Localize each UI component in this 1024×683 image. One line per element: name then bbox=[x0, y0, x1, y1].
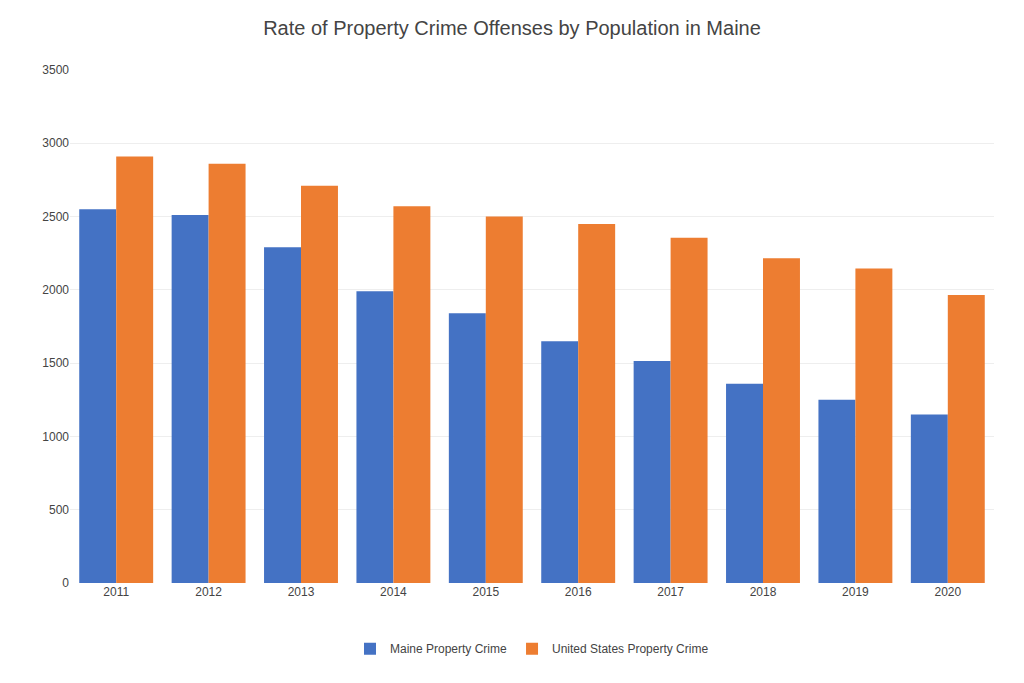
svg-text:2016: 2016 bbox=[565, 585, 592, 599]
svg-text:Maine Property Crime: Maine Property Crime bbox=[390, 642, 507, 656]
svg-text:2012: 2012 bbox=[195, 585, 222, 599]
svg-text:1500: 1500 bbox=[42, 356, 69, 370]
svg-text:500: 500 bbox=[49, 503, 69, 517]
svg-text:2020: 2020 bbox=[934, 585, 961, 599]
svg-text:2500: 2500 bbox=[42, 210, 69, 224]
svg-text:2015: 2015 bbox=[472, 585, 499, 599]
svg-text:2018: 2018 bbox=[750, 585, 777, 599]
svg-text:2000: 2000 bbox=[42, 283, 69, 297]
svg-text:2017: 2017 bbox=[657, 585, 684, 599]
svg-text:2014: 2014 bbox=[380, 585, 407, 599]
svg-text:3500: 3500 bbox=[42, 63, 69, 77]
svg-text:0: 0 bbox=[62, 576, 69, 590]
svg-text:2011: 2011 bbox=[103, 585, 129, 599]
svg-text:Rate of Property Crime Offense: Rate of Property Crime Offenses by Popul… bbox=[263, 17, 761, 39]
svg-text:United States Property Crime: United States Property Crime bbox=[552, 642, 708, 656]
svg-text:2013: 2013 bbox=[288, 585, 315, 599]
svg-text:2019: 2019 bbox=[842, 585, 869, 599]
svg-text:1000: 1000 bbox=[42, 430, 69, 444]
svg-text:3000: 3000 bbox=[42, 136, 69, 150]
